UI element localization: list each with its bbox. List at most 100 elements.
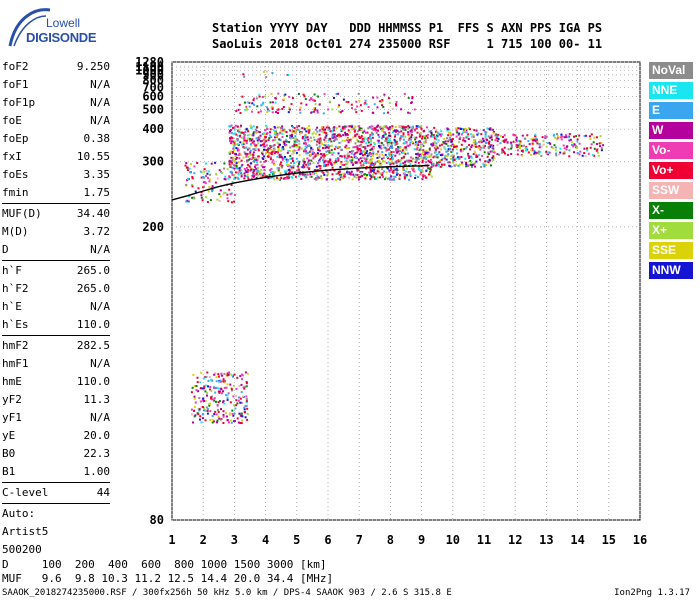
echo-point: [320, 177, 323, 180]
echo-point: [256, 174, 259, 177]
echo-point: [483, 151, 486, 154]
echo-point: [402, 138, 405, 141]
echo-point: [323, 131, 326, 134]
echo-point: [600, 147, 603, 150]
echo-point: [343, 175, 346, 178]
echo-point: [331, 108, 334, 111]
echo-point: [341, 163, 344, 166]
echo-point: [322, 147, 324, 149]
echo-point: [280, 164, 283, 167]
echo-point: [293, 130, 296, 133]
echo-point: [294, 175, 297, 178]
echo-point: [355, 111, 358, 114]
echo-point: [217, 401, 220, 404]
echo-point: [303, 142, 306, 145]
echo-point: [255, 97, 258, 100]
echo-point: [365, 166, 368, 168]
echo-point: [318, 142, 321, 145]
echo-point: [358, 127, 361, 129]
echo-point: [404, 160, 407, 163]
echo-point: [528, 143, 531, 146]
echo-point: [410, 101, 413, 104]
echo-point: [426, 156, 429, 159]
x-tick-label: 8: [387, 533, 394, 547]
echo-point: [468, 144, 471, 146]
echo-point: [431, 135, 434, 138]
echo-point: [335, 127, 338, 129]
echo-point: [595, 136, 598, 139]
echo-point: [247, 155, 250, 158]
echo-point: [370, 134, 373, 136]
echo-point: [326, 150, 329, 153]
echo-point: [394, 143, 397, 146]
echo-point: [257, 148, 260, 151]
echo-point: [359, 170, 362, 173]
echo-point: [443, 163, 446, 166]
echo-point: [422, 175, 425, 178]
echo-point: [232, 414, 235, 417]
echo-point: [415, 144, 418, 147]
echo-point: [257, 149, 260, 152]
echo-point: [452, 161, 455, 164]
echo-point: [395, 141, 398, 144]
echo-point: [316, 109, 319, 112]
echo-point: [351, 107, 353, 110]
echo-point: [233, 178, 236, 180]
echo-point: [470, 133, 473, 136]
echo-point: [373, 143, 376, 146]
echo-point: [350, 103, 353, 106]
panel-divider: [2, 203, 110, 204]
echo-point: [399, 138, 402, 141]
echo-point: [364, 177, 367, 180]
echo-point: [248, 105, 251, 108]
echo-point: [262, 70, 265, 73]
echo-point: [229, 138, 232, 141]
echo-point: [487, 145, 490, 148]
echo-point: [414, 174, 417, 177]
echo-point: [252, 132, 255, 135]
echo-point: [216, 421, 218, 424]
echo-point: [472, 141, 475, 144]
echo-point: [402, 166, 405, 169]
echo-point: [304, 142, 307, 144]
echo-point: [590, 133, 593, 136]
param-value: 20.0: [83, 429, 111, 442]
echo-point: [398, 131, 401, 134]
echo-point: [295, 129, 297, 132]
echo-point: [464, 157, 467, 160]
echo-point: [240, 131, 243, 134]
echo-point: [407, 127, 410, 130]
echo-point: [407, 131, 410, 134]
echo-point: [378, 146, 381, 149]
echo-point: [249, 153, 252, 156]
echo-point: [293, 161, 296, 164]
echo-point: [452, 160, 455, 163]
echo-point: [472, 139, 475, 142]
echo-point: [450, 165, 453, 168]
echo-point: [464, 147, 467, 150]
echo-point: [527, 151, 530, 154]
echo-point: [297, 165, 300, 168]
echo-point: [484, 130, 487, 133]
echo-point: [335, 178, 337, 181]
echo-point: [391, 125, 394, 128]
echo-point: [346, 160, 349, 163]
echo-point: [318, 146, 321, 149]
echo-point: [586, 147, 588, 150]
echo-point: [408, 126, 411, 129]
echo-point: [308, 128, 311, 131]
echo-point: [374, 161, 377, 164]
echo-point: [269, 144, 272, 147]
echo-point: [355, 176, 358, 179]
echo-point: [409, 112, 411, 115]
echo-point: [482, 129, 485, 132]
echo-point: [292, 137, 295, 139]
echo-point: [331, 178, 334, 181]
echo-point: [270, 148, 273, 151]
echo-point: [405, 126, 408, 129]
echo-point: [512, 133, 515, 136]
echo-point: [199, 418, 201, 421]
echo-point: [411, 157, 414, 160]
echo-point: [190, 163, 192, 165]
echo-point: [433, 140, 436, 143]
